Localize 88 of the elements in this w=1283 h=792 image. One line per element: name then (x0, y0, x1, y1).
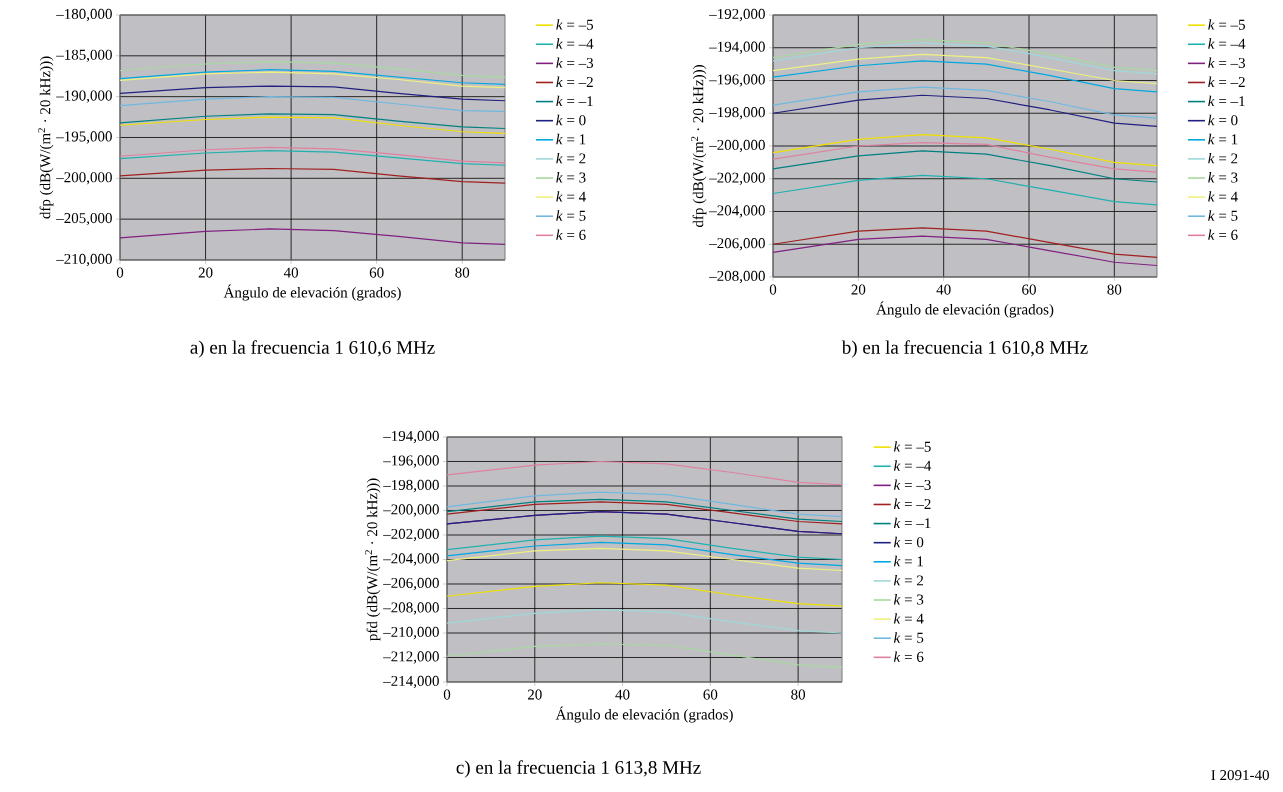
y-tick-label: –208,000 (709, 270, 765, 284)
y-tick-label: –205,000 (56, 213, 112, 226)
legend-label: k = 5 (556, 210, 586, 221)
y-tick-label: –210,000 (56, 253, 112, 267)
y-tick-label: –204,000 (709, 205, 765, 218)
x-tick-label: 80 (1107, 284, 1122, 295)
x-tick-label: 60 (369, 267, 384, 278)
text: c) en la frecuencia 1 613,8 MHz (456, 760, 701, 778)
y-tick-label: –212,000 (383, 651, 439, 664)
x-tick-label: 0 (116, 267, 124, 278)
y-tick-label: –200,000 (709, 139, 765, 153)
x-tick-label: 40 (615, 689, 630, 700)
legend-label: k = –1 (556, 95, 593, 107)
legend-label: k = –4 (1208, 38, 1246, 49)
y-tick-label: –206,000 (383, 577, 439, 591)
x-tick-label: 0 (443, 689, 451, 700)
legend-label: k = 1 (1208, 133, 1238, 145)
legend-label: k = 2 (556, 152, 586, 164)
x-tick-label: 20 (527, 689, 542, 700)
x-tick-label: 60 (1022, 284, 1036, 295)
legend-label: k = –2 (893, 498, 931, 509)
legend-label: k = 4 (1208, 191, 1238, 202)
y-tick-label: –195,000 (56, 131, 112, 144)
legend-label: k = –1 (1208, 95, 1245, 107)
y-tick-label: –202,000 (383, 528, 439, 542)
x-axis-title: Ángulo de elevación (grados) (223, 284, 401, 301)
legend-label: k = 3 (893, 594, 924, 605)
y-tick-label: –196,000 (383, 455, 439, 468)
x-tick-label: 0 (769, 284, 777, 295)
legend-label: k = 4 (556, 191, 586, 202)
y-tick-label: –194,000 (383, 430, 439, 444)
y-tick-label: –200,000 (383, 504, 439, 517)
x-axis-title: Ángulo de elevación (grados) (555, 706, 733, 723)
legend-label: k = 0 (556, 114, 586, 126)
text: a) en la frecuencia 1 610,6 MHz (190, 340, 435, 358)
legend-label: k = 0 (893, 536, 924, 548)
legend-label: k = –3 (893, 479, 931, 490)
legend-label: k = –5 (556, 19, 594, 30)
legend-label: k = –1 (893, 517, 931, 529)
y-axis-title: dfp (dB(W/(m$^{2}$ · 20 kHz))) (37, 56, 54, 219)
legend-label: k = –3 (556, 57, 594, 68)
x-tick-label: 80 (791, 689, 806, 700)
legend-label: k = 3 (1208, 172, 1238, 183)
y-tick-label: –208,000 (383, 602, 439, 615)
y-tick-label: –198,000 (383, 479, 439, 493)
y-tick-label: –214,000 (383, 675, 439, 689)
y-axis-title: pfd (dB(W/(m$^{2}$ · 20 kHz))) (364, 478, 381, 641)
y-tick-label: –194,000 (709, 41, 765, 54)
y-tick-label: –180,000 (56, 8, 112, 22)
y-tick-label: –185,000 (56, 49, 112, 62)
x-tick-label: 40 (283, 267, 299, 278)
x-tick-label: 20 (198, 267, 213, 278)
legend-label: k = –5 (893, 441, 931, 452)
y-tick-label: –200,000 (56, 172, 112, 185)
y-tick-label: –190,000 (56, 90, 112, 103)
x-axis-title: Ángulo de elevación (grados) (876, 301, 1054, 318)
y-tick-label: –206,000 (709, 238, 765, 251)
legend-label: k = –4 (556, 38, 594, 49)
y-axis-title: dfp (dB(W/(m$^{2}$ · 20 kHz))) (690, 65, 707, 228)
legend-label: k = 1 (556, 133, 586, 145)
text: I 2091-40 (1211, 770, 1269, 781)
legend-label: k = –4 (893, 460, 932, 471)
legend-label: k = 0 (1208, 114, 1238, 126)
x-tick-label: 40 (936, 284, 951, 295)
y-tick-label: –196,000 (709, 74, 765, 87)
legend-label: k = 6 (1208, 229, 1238, 240)
legend-label: k = 4 (893, 613, 924, 624)
legend-label: k = –2 (556, 76, 593, 87)
legend-label: k = –3 (1208, 57, 1245, 68)
legend-label: k = 2 (1208, 152, 1238, 164)
legend-label: k = 6 (556, 229, 586, 240)
legend-label: k = –2 (1208, 76, 1245, 87)
legend-label: k = 1 (893, 555, 923, 567)
y-tick-label: –198,000 (709, 107, 765, 120)
legend-label: k = 6 (893, 651, 924, 662)
y-tick-label: –210,000 (383, 626, 439, 640)
x-tick-label: 60 (703, 689, 718, 700)
y-tick-label: –204,000 (383, 553, 439, 566)
legend-label: k = 5 (893, 632, 924, 643)
x-tick-label: 80 (455, 267, 470, 278)
legend-label: k = –5 (1208, 19, 1245, 30)
y-tick-label: –192,000 (709, 8, 765, 22)
legend-label: k = 3 (556, 172, 586, 183)
legend-label: k = 2 (893, 574, 924, 586)
legend-label: k = 5 (1208, 210, 1238, 221)
x-tick-label: 20 (851, 284, 866, 295)
y-tick-label: –202,000 (709, 172, 765, 185)
text: b) en la frecuencia 1 610,8 MHz (841, 340, 1088, 358)
